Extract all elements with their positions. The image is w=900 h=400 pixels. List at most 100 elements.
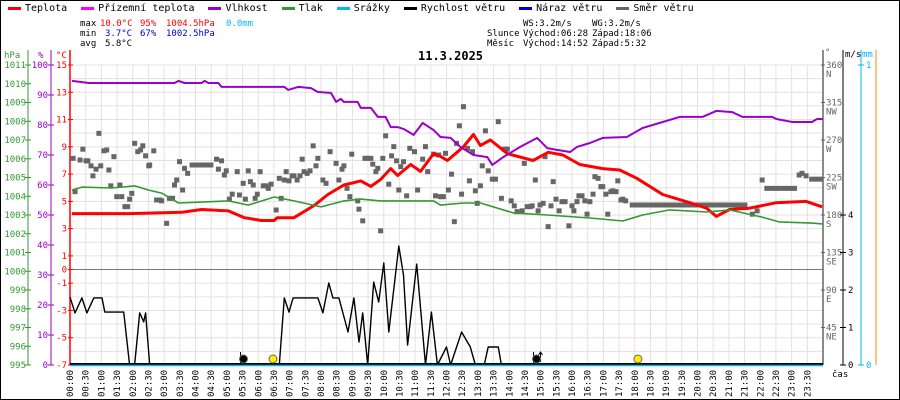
wind-direction-point bbox=[389, 153, 395, 159]
wind-speed-tick-label: 4 bbox=[848, 211, 853, 221]
wind-direction-point bbox=[595, 175, 601, 181]
wind-direction-point bbox=[378, 228, 384, 234]
sunset-icon bbox=[633, 354, 643, 364]
wind-direction-point bbox=[545, 224, 551, 230]
wind-direction-point bbox=[623, 198, 629, 204]
temperature-tick-label: 0 bbox=[62, 266, 67, 276]
wind-direction-point bbox=[587, 199, 593, 205]
wind-direction-point bbox=[281, 177, 287, 183]
humidity-tick-label: 50 bbox=[37, 211, 48, 221]
x-tick-label: 14:00 bbox=[505, 370, 515, 397]
legend-label: Tlak bbox=[298, 3, 323, 14]
wind-direction-point bbox=[77, 157, 83, 163]
wind-direction-point bbox=[215, 166, 221, 172]
wind-direction-point bbox=[799, 170, 805, 176]
wind-direction-point bbox=[170, 195, 176, 201]
wind-direction-point bbox=[182, 165, 188, 171]
wind-direction-point bbox=[559, 199, 565, 205]
wind-direction-point bbox=[171, 182, 177, 188]
chart-title: 11.3.2025 bbox=[418, 49, 484, 63]
wind-direction-point bbox=[154, 197, 160, 203]
direction-tick-label: 45 bbox=[826, 324, 837, 334]
x-tick-label: 20:30 bbox=[709, 370, 719, 397]
wind-direction-point bbox=[176, 159, 182, 165]
wind-direction-point bbox=[540, 200, 546, 206]
legend-item-wind-speed: Rychlost větru bbox=[403, 3, 505, 14]
hpa-tick-label: 998 bbox=[10, 305, 26, 315]
hpa-tick-label: 1010 bbox=[4, 80, 26, 90]
wind-direction-point bbox=[151, 148, 157, 154]
wind-direction-point bbox=[391, 144, 397, 150]
humidity-tick-label: 70 bbox=[37, 151, 48, 161]
direction-compass-label: NE bbox=[826, 333, 837, 343]
x-tick-label: 15:00 bbox=[537, 370, 547, 397]
temperature-tick-label: -7 bbox=[56, 361, 67, 371]
wind-direction-point bbox=[420, 156, 426, 162]
sun-label: Slunce bbox=[487, 29, 520, 39]
wind-direction-point bbox=[373, 169, 379, 175]
legend-item-temperature: Teplota bbox=[8, 3, 67, 14]
x-tick-label: 23:30 bbox=[803, 370, 813, 397]
wind-direction-point bbox=[576, 193, 582, 199]
x-tick-label: 16:00 bbox=[568, 370, 578, 397]
direction-compass-label: NW bbox=[826, 108, 837, 118]
wind-gust-value: WG:3.2m/s bbox=[592, 19, 641, 29]
temperature-axis-unit: °C bbox=[56, 51, 67, 61]
wind-direction-point bbox=[283, 169, 289, 175]
wind-direction-point bbox=[386, 181, 392, 187]
direction-tick-label: 360 bbox=[826, 61, 842, 71]
wind-direction-point bbox=[440, 194, 446, 200]
wind-direction-point bbox=[125, 204, 131, 210]
wind-direction-point bbox=[610, 188, 616, 194]
wind-direction-point bbox=[508, 198, 514, 204]
wind-direction-point bbox=[88, 163, 94, 169]
direction-tick-label: 90 bbox=[826, 286, 837, 296]
series-tlak bbox=[71, 185, 824, 225]
wind-direction-point bbox=[519, 208, 525, 214]
humidity-tick-label: 30 bbox=[37, 271, 48, 281]
wind-speed-tick-label: 0 bbox=[848, 361, 853, 371]
wind-direction-point bbox=[465, 145, 471, 151]
wind-direction-point bbox=[449, 171, 455, 177]
max-temp: 10.0°C bbox=[100, 19, 133, 29]
wind-direction-point bbox=[333, 160, 339, 166]
x-tick-label: 13:30 bbox=[490, 370, 500, 397]
wind-direction-point bbox=[129, 190, 135, 196]
hpa-tick-label: 1009 bbox=[4, 99, 26, 109]
legend-item-wind-gust: Náraz větru bbox=[519, 3, 602, 14]
x-tick-label: 06:30 bbox=[270, 370, 280, 397]
wind-direction-point bbox=[492, 176, 498, 182]
rain-tick-label: 1 bbox=[866, 61, 871, 71]
wind-direction-point bbox=[301, 169, 307, 175]
wind-direction-point bbox=[562, 199, 568, 205]
wind-direction-point bbox=[143, 153, 149, 159]
wind-direction-point bbox=[571, 208, 577, 214]
wind-direction-point bbox=[341, 163, 347, 169]
wind-direction-point bbox=[268, 181, 274, 187]
wind-direction-point bbox=[411, 149, 417, 155]
temperature-tick-label: -5 bbox=[56, 334, 67, 344]
wind-direction-point bbox=[254, 191, 260, 197]
wind-direction-point bbox=[398, 164, 404, 170]
wind-direction-point bbox=[443, 150, 449, 156]
hpa-tick-label: 996 bbox=[10, 342, 26, 352]
wind-direction-point bbox=[459, 191, 465, 197]
wind-direction-point bbox=[307, 168, 313, 174]
max-rain: 0.0mm bbox=[226, 19, 254, 29]
temperature-tick-label: -3 bbox=[56, 306, 67, 316]
moonset-time: Západ:5:32 bbox=[592, 39, 647, 49]
hpa-tick-label: 1000 bbox=[4, 267, 26, 277]
x-tick-label: 07:00 bbox=[286, 370, 296, 397]
hpa-tick-label: 995 bbox=[10, 361, 26, 371]
x-tick-label: 00:30 bbox=[82, 370, 92, 397]
x-tick-label: 16:30 bbox=[584, 370, 594, 397]
wind-direction-point bbox=[106, 167, 112, 173]
wind-direction-point bbox=[127, 196, 133, 202]
wind-speed-tick-label: 1 bbox=[848, 324, 853, 334]
temperature-tick-label: 9 bbox=[62, 143, 67, 153]
wind-direction-point bbox=[214, 156, 220, 162]
x-tick-label: 19:00 bbox=[662, 370, 672, 397]
wind-direction-point bbox=[754, 208, 760, 214]
sunrise-icon bbox=[268, 354, 278, 364]
direction-axis-unit: ° bbox=[825, 48, 830, 58]
